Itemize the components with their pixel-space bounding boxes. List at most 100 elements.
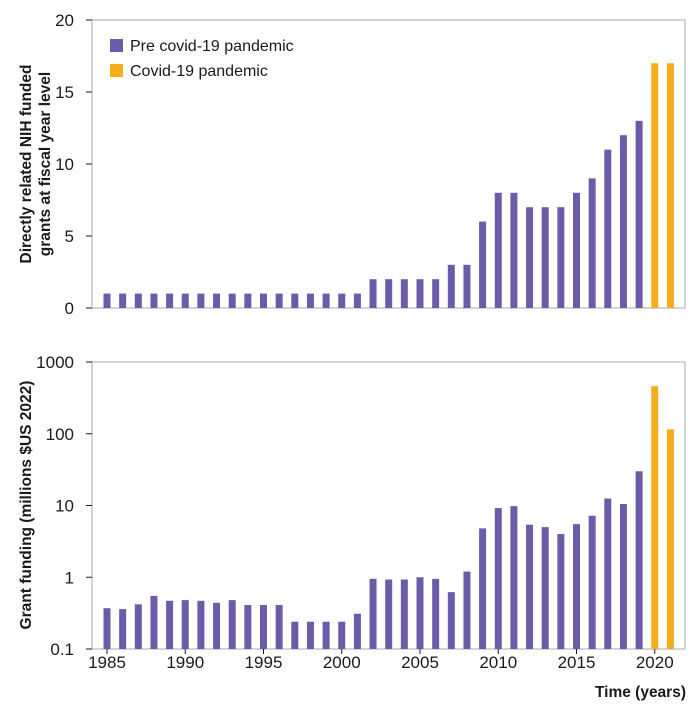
bar-1992 xyxy=(213,293,221,308)
bar-1985 xyxy=(103,608,111,649)
top-bars xyxy=(103,63,674,309)
bar-2010 xyxy=(494,192,502,308)
legend: Pre covid-19 pandemic Covid-19 pandemic xyxy=(110,38,294,80)
bar-2017 xyxy=(604,498,612,649)
bar-2013 xyxy=(541,207,549,308)
bar-2019 xyxy=(635,471,643,649)
y-tick-label: 1 xyxy=(65,568,74,587)
bar-2003 xyxy=(385,279,393,308)
bar-1991 xyxy=(197,600,205,649)
legend-swatch-covid xyxy=(110,64,123,77)
bar-2017 xyxy=(604,149,612,308)
x-tick-label: 2015 xyxy=(558,653,596,672)
top-y-axis-title-line2: grants at fiscal year level xyxy=(37,72,54,256)
y-tick-label: 0.1 xyxy=(50,640,74,659)
bar-2001 xyxy=(353,293,361,308)
bar-2007 xyxy=(447,264,455,308)
y-tick-label: 20 xyxy=(55,11,74,30)
bar-2019 xyxy=(635,120,643,308)
top-y-axis: 0 5 10 15 20 xyxy=(55,11,92,318)
y-tick-label: 0 xyxy=(65,299,74,318)
top-y-axis-title-line1: Directly related NIH funded xyxy=(18,65,35,264)
bar-2000 xyxy=(338,621,346,649)
y-tick-label: 5 xyxy=(65,227,74,246)
y-tick-label: 15 xyxy=(55,83,74,102)
bar-2008 xyxy=(463,264,471,308)
x-tick-label: 2005 xyxy=(401,653,439,672)
bar-1995 xyxy=(260,605,267,649)
bottom-bars xyxy=(103,386,674,649)
bar-2004 xyxy=(400,279,408,308)
bar-1988 xyxy=(150,293,158,308)
bar-2009 xyxy=(479,528,487,649)
bar-2020 xyxy=(651,63,659,309)
bar-2013 xyxy=(541,527,549,649)
x-tick-label: 1995 xyxy=(245,653,283,672)
bar-2015 xyxy=(573,192,580,308)
bar-1986 xyxy=(119,609,127,649)
bar-1985 xyxy=(103,293,111,308)
bar-1988 xyxy=(150,595,158,649)
legend-label-covid: Covid-19 pandemic xyxy=(130,63,268,80)
bar-1995 xyxy=(260,293,267,308)
bar-2011 xyxy=(510,506,518,649)
y-tick-label: 1000 xyxy=(36,353,74,372)
bar-2002 xyxy=(369,578,377,649)
bar-2012 xyxy=(526,207,534,308)
legend-swatch-pre-covid xyxy=(110,39,123,52)
x-axis: 1985 1990 1995 2000 2005 2010 2015 2020 xyxy=(88,649,674,672)
bar-2020 xyxy=(651,386,659,649)
bar-2008 xyxy=(463,571,471,649)
bar-2010 xyxy=(494,508,502,649)
bar-2014 xyxy=(557,207,565,308)
y-tick-label: 100 xyxy=(46,425,74,444)
bar-1993 xyxy=(228,600,236,649)
bar-2011 xyxy=(510,192,518,308)
bar-2021 xyxy=(666,63,674,309)
bar-1996 xyxy=(275,293,283,308)
bar-1997 xyxy=(291,293,299,308)
bar-1996 xyxy=(275,605,283,649)
x-tick-label: 2000 xyxy=(323,653,361,672)
y-tick-label: 10 xyxy=(55,155,74,174)
bar-2002 xyxy=(369,279,377,308)
bar-2014 xyxy=(557,534,565,649)
bar-1992 xyxy=(213,602,221,649)
bar-2018 xyxy=(619,135,627,308)
bottom-y-axis-title: Grant funding (millions $US 2022) xyxy=(18,381,35,630)
bar-1997 xyxy=(291,621,299,649)
grant-count-chart: 0 5 10 15 20 Directly related NIH funded gra… xyxy=(18,11,686,318)
bar-1990 xyxy=(181,600,189,649)
bar-1994 xyxy=(244,605,252,649)
bar-1989 xyxy=(166,293,174,308)
bar-1987 xyxy=(134,293,142,308)
bar-2003 xyxy=(385,579,393,649)
x-tick-label: 2020 xyxy=(636,653,674,672)
bar-1998 xyxy=(306,621,314,649)
bar-1989 xyxy=(166,600,174,649)
bar-2000 xyxy=(338,293,346,308)
bar-1998 xyxy=(306,293,314,308)
bar-2016 xyxy=(588,515,596,649)
x-tick-label: 1985 xyxy=(88,653,126,672)
bar-2006 xyxy=(432,279,440,308)
x-tick-label: 2010 xyxy=(479,653,517,672)
x-axis-title: Time (years) xyxy=(595,684,686,701)
bar-1991 xyxy=(197,293,205,308)
bar-2015 xyxy=(573,524,580,649)
bar-2021 xyxy=(666,429,674,649)
bar-1986 xyxy=(119,293,127,308)
legend-label-pre-covid: Pre covid-19 pandemic xyxy=(130,38,294,55)
bar-2006 xyxy=(432,578,440,649)
bar-1999 xyxy=(322,293,330,308)
bottom-y-axis: 0.1 1 10 100 1000 xyxy=(36,353,92,659)
bar-2012 xyxy=(526,524,534,649)
bar-1990 xyxy=(181,293,189,308)
bar-1993 xyxy=(228,293,236,308)
bar-2001 xyxy=(353,613,361,649)
grant-funding-chart: 0.1 1 10 100 1000 1985 1990 1995 2000 2005 2010 20… xyxy=(18,353,686,701)
bar-2007 xyxy=(447,592,455,649)
y-tick-label: 10 xyxy=(55,497,74,516)
